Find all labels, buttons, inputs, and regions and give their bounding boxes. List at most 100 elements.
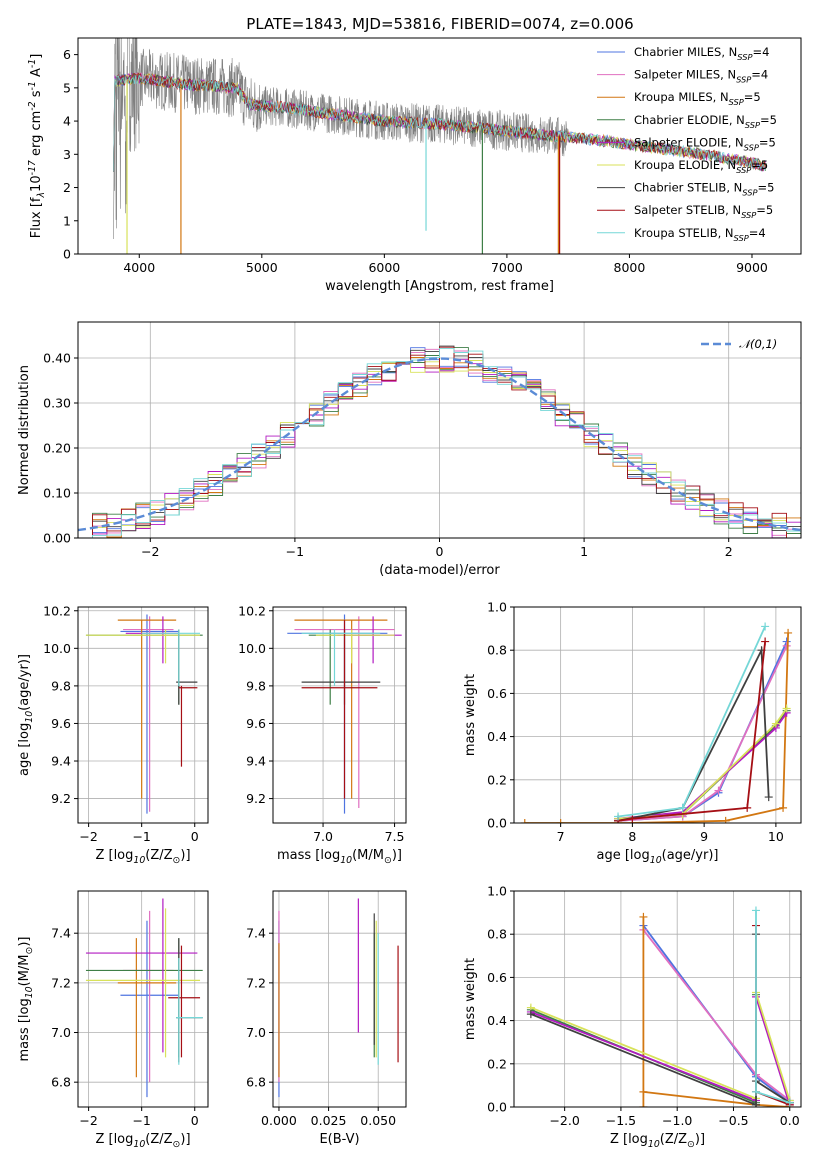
- errorbar-point: [117, 938, 177, 1078]
- legend-label: Chabrier STELIB, NSSP​=5: [634, 181, 774, 198]
- legend: 𝒩(0,1): [701, 337, 777, 351]
- y-tick-label: 9.8: [246, 678, 266, 693]
- x-axis-label: mass [log10​(M/M⊙​)]: [277, 848, 402, 866]
- axes-frame: [272, 890, 407, 1108]
- text-run: Normed distribution: [17, 365, 32, 495]
- text-run: Chabrier STELIB, N: [634, 181, 742, 195]
- x-tick-label: 7.0: [313, 829, 333, 844]
- x-tick-label: −1: [286, 544, 304, 559]
- x-tick-label: −1.0: [662, 1113, 692, 1128]
- text-run: )]: [392, 848, 402, 863]
- subscript: SSP: [734, 233, 749, 243]
- y-tick-label: 0.0: [487, 1100, 507, 1115]
- x-axis-label: Z [log10​(Z/Z⊙​)]: [610, 1132, 705, 1150]
- mass-weight-line: [530, 992, 791, 1101]
- text-run: Kroupa STELIB, N: [634, 226, 734, 240]
- x-tick-label: −1: [132, 1113, 150, 1128]
- text-run: Salpeter STELIB, N: [634, 203, 741, 217]
- text-run: 10: [29, 175, 44, 192]
- x-tick-label: 0.025: [311, 1113, 347, 1128]
- y-tick-label: 6.8: [51, 1075, 71, 1090]
- y-tick-label: 10.2: [238, 603, 266, 618]
- y-tick-label: 9.4: [51, 754, 71, 769]
- subscript: ⊙: [687, 1139, 695, 1150]
- axes-frame: [513, 606, 802, 824]
- y-tick-label: 7.2: [51, 975, 71, 990]
- text-run: ]: [29, 54, 44, 59]
- mass_vs_ebv-marks: [278, 898, 399, 1098]
- x-tick-label: −1.5: [606, 1113, 636, 1128]
- subscript: ⊙: [24, 947, 35, 955]
- subscript: SSP: [736, 165, 751, 175]
- axes-frame: [77, 321, 802, 539]
- legend-label: Salpeter ELODIE, NSSP​=5: [634, 135, 776, 152]
- y-tick-label: 0.2: [487, 772, 507, 787]
- x-tick-label: −2: [79, 829, 97, 844]
- x-tick-label: 10: [768, 829, 784, 844]
- y-tick-label: 4: [63, 114, 71, 129]
- mass-weight-line: [642, 916, 790, 1107]
- spectrum-marks: [113, 38, 767, 254]
- x-tick-label: 7000: [491, 260, 523, 275]
- x-tick-label: 7.5: [385, 829, 405, 844]
- weight_vs_age-marks: [520, 622, 793, 823]
- y-tick-label: 9.6: [51, 716, 71, 731]
- y-tick-label: 7.4: [246, 926, 266, 941]
- y-tick-label: 6: [63, 47, 71, 62]
- text-run: Kroupa ELODIE, N: [634, 158, 736, 172]
- model-spectrum-line: [113, 74, 766, 172]
- text-run: =5: [757, 181, 774, 195]
- y-tick-label: 0.0: [487, 816, 507, 831]
- y-tick-label: 0.8: [487, 927, 507, 942]
- mass-weight-marker: [526, 1010, 535, 1019]
- x-tick-label: −1: [132, 829, 150, 844]
- text-run: Chabrier MILES, N: [634, 45, 737, 59]
- y-tick-label: 9.6: [246, 716, 266, 731]
- legend-label: Salpeter STELIB, NSSP​=5: [634, 203, 773, 220]
- y-axis-label: age [log10​(age/yr)]: [17, 654, 35, 776]
- text-run: Z [log: [95, 1132, 133, 1147]
- errorbar-point: [301, 620, 378, 799]
- subscript: SSP: [744, 142, 759, 152]
- figure-title: PLATE=1843, MJD=53816, FIBERID=0074, z=0…: [246, 15, 633, 33]
- legend-label: Salpeter MILES, NSSP​=4: [634, 68, 768, 85]
- residual-histogram-step: [78, 360, 801, 538]
- mass-weight-marker: [782, 704, 791, 713]
- text-run: mass weight: [463, 958, 478, 1040]
- legend: Chabrier MILES, NSSP​=4 Salpeter MILES, N…: [597, 45, 777, 243]
- age_vs_Z-marks: [85, 614, 203, 814]
- mass-weight-marker: [784, 628, 793, 637]
- mass-weight-marker: [520, 819, 529, 823]
- x-tick-label: 0: [436, 544, 444, 559]
- spectrum-panel: 4000 5000 6000 7000 8000 9000 0 1 2 3 4 5 6 wavelengt…: [27, 38, 777, 294]
- x-tick-label: −0.5: [718, 1113, 748, 1128]
- text-run: age [log: [597, 848, 650, 863]
- axes-frame: [77, 37, 802, 255]
- mass-weight-marker: [639, 1103, 648, 1107]
- subscript: 10: [133, 855, 145, 866]
- errorbar-point: [315, 629, 395, 664]
- superscript: -17: [27, 160, 38, 175]
- errorbar-point: [178, 685, 198, 767]
- subscript: 10: [24, 986, 35, 998]
- subscript: SSP: [736, 75, 751, 85]
- mass-weight-marker: [639, 912, 648, 921]
- y-tick-label: 2: [63, 180, 71, 195]
- legend-label: Kroupa MILES, NSSP​=5: [634, 90, 761, 107]
- model-spectrum-line: [113, 72, 766, 172]
- subscript: SSP: [741, 210, 756, 220]
- mass-weight-marker: [761, 622, 770, 631]
- x-tick-label: −2: [79, 1113, 97, 1128]
- text-run: erg cm: [29, 111, 44, 160]
- mass-weight-marker: [751, 1087, 760, 1096]
- x-tick-label: 0.000: [261, 1113, 297, 1128]
- y-tick-label: 5: [63, 80, 71, 95]
- axes-frame: [77, 606, 209, 824]
- subscript: 10: [650, 855, 662, 866]
- math-run: 𝒩(0,1): [739, 337, 777, 351]
- text-run: (data-model)/error: [379, 563, 500, 578]
- text-run: (age/yr)]: [662, 848, 719, 863]
- text-run: =5: [756, 203, 773, 217]
- residual_hist-panel: −2 −1 0 1 2 0.00 0.10 0.20 0.30 0.40 (data-model)/…: [17, 322, 801, 578]
- x-tick-label: 5000: [246, 260, 278, 275]
